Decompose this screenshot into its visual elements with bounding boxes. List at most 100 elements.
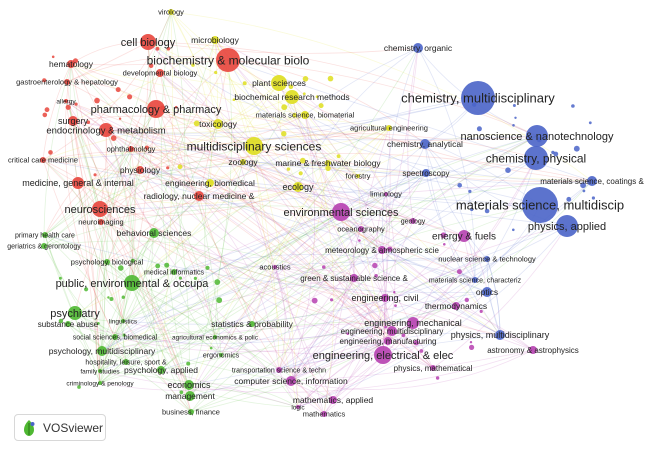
node-substance-abuse[interactable] [65,321,71,327]
node-psychology-biological[interactable] [104,259,110,265]
node-primary-health-care[interactable] [42,232,48,238]
node-radiology-nuclear-medicine[interactable] [194,191,204,201]
node-nanoscience-nanotechnology[interactable] [526,125,548,147]
minor-node[interactable] [440,232,447,239]
minor-node[interactable] [582,189,586,193]
minor-node[interactable] [286,167,291,171]
node-energy-fuels[interactable] [458,230,470,242]
node-plant-sciences[interactable] [271,75,287,91]
node-allergy[interactable] [64,99,68,103]
node-oceanography[interactable] [358,226,364,232]
node-astronomy-astrophysics[interactable] [529,346,537,354]
minor-node[interactable] [469,341,473,344]
minor-node[interactable] [109,297,114,301]
node-engineering-mechanical[interactable] [407,317,419,329]
minor-node[interactable] [322,265,326,269]
minor-node[interactable] [94,97,100,104]
minor-node[interactable] [384,325,388,329]
minor-node[interactable] [443,243,446,246]
minor-node[interactable] [107,296,110,299]
minor-node[interactable] [512,228,515,232]
node-chemistry-physical[interactable] [524,146,548,170]
node-management[interactable] [185,391,195,401]
minor-node[interactable] [573,145,580,152]
node-physics-applied[interactable] [556,215,578,237]
node-computer-science-information[interactable] [286,376,296,386]
minor-node[interactable] [484,208,490,214]
minor-node[interactable] [318,103,324,109]
node-acoustics[interactable] [273,265,277,269]
minor-node[interactable] [476,126,482,132]
minor-node[interactable] [401,333,406,338]
minor-node[interactable] [209,346,213,350]
minor-node[interactable] [65,104,71,110]
minor-node[interactable] [336,154,341,159]
minor-node[interactable] [110,135,117,141]
minor-node[interactable] [591,196,596,200]
minor-node[interactable] [566,196,572,202]
minor-node[interactable] [242,81,247,86]
minor-node[interactable] [121,295,126,299]
minor-node[interactable] [74,102,78,106]
minor-node[interactable] [118,117,122,120]
node-economics[interactable] [184,380,194,390]
node-optics[interactable] [482,287,492,297]
node-biochemical-research-methods[interactable] [285,90,299,104]
node-chemistry-multidisciplinary[interactable] [461,81,495,115]
node-spectroscopy[interactable] [422,169,430,177]
minor-node[interactable] [393,291,396,294]
node-pharmacology-pharmacy[interactable] [147,100,165,118]
node-chemistry-analytical[interactable] [420,139,430,149]
minor-node[interactable] [191,63,195,67]
node-geriatrics-gerontology[interactable] [41,243,47,249]
minor-node[interactable] [327,75,334,82]
minor-node[interactable] [177,164,183,170]
minor-node[interactable] [300,157,306,164]
node-neurosciences[interactable] [92,201,108,217]
node-limnology[interactable] [384,192,388,196]
minor-node[interactable] [42,78,47,83]
node-materials-science-coatings[interactable] [587,176,597,186]
node-nuclear-science-technology[interactable] [484,256,490,262]
minor-node[interactable] [512,124,515,127]
node-behavioral-sciences[interactable] [149,228,159,238]
minor-node[interactable] [358,239,361,242]
node-surgery[interactable] [68,116,78,126]
vosviewer-logo[interactable]: VOSviewer [14,414,106,441]
minor-node[interactable] [281,104,288,111]
minor-node[interactable] [93,173,97,177]
node-meteorology-atmospheric-scie[interactable] [378,246,386,254]
minor-node[interactable] [435,376,440,380]
minor-node[interactable] [298,171,303,176]
minor-node[interactable] [302,92,306,96]
minor-node[interactable] [96,322,100,325]
minor-node[interactable] [512,104,516,107]
node-physics-mathematical[interactable] [430,365,436,371]
minor-node[interactable] [84,287,89,292]
node-engineering-electrical-elec[interactable] [374,346,392,364]
node-forestry[interactable] [356,174,360,178]
minor-node[interactable] [311,297,318,304]
node-linguistics[interactable] [121,319,125,323]
node-toxicology[interactable] [213,119,223,129]
node-medicine-general-internal[interactable] [72,177,84,189]
node-materials-science-multidiscip[interactable] [522,187,558,223]
minor-node[interactable] [122,333,126,337]
node-thermodynamics[interactable] [452,302,460,310]
node-transportation-science-techn[interactable] [276,367,282,373]
node-neuroimaging[interactable] [98,219,104,225]
node-ecology[interactable] [293,182,303,192]
minor-node[interactable] [372,262,378,269]
node-hematology[interactable] [67,60,75,68]
minor-node[interactable] [469,344,475,350]
minor-node[interactable] [470,207,474,212]
minor-node[interactable] [155,263,161,269]
node-ergonomics[interactable] [219,353,223,357]
minor-node[interactable] [42,112,48,118]
minor-node[interactable] [186,361,191,366]
minor-node[interactable] [127,94,133,100]
minor-node[interactable] [346,332,350,336]
minor-node[interactable] [315,95,319,99]
node-critical-care-medicine[interactable] [40,157,46,163]
